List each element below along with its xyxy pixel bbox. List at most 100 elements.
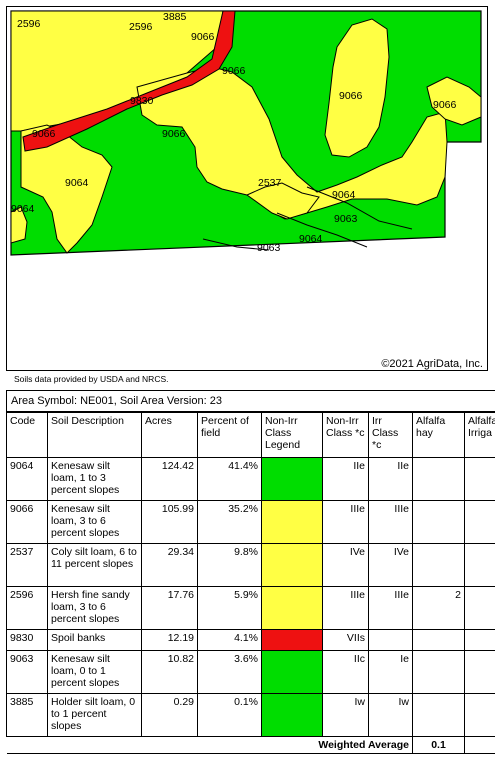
cell-legend (261, 500, 323, 544)
soil-unit-9066-middle (136, 66, 448, 220)
cell-code: 9830 (6, 629, 48, 651)
legend-swatch (262, 501, 322, 543)
weighted-average-empty (464, 736, 495, 754)
soil-unit-9064-west-yellow (10, 206, 28, 244)
cell-alfalfa-hay: 2 (412, 586, 465, 630)
map-label: 9066 (339, 90, 363, 102)
soil-unit-9066-east (426, 76, 482, 126)
legend-swatch (262, 458, 322, 500)
legend-swatch (262, 587, 322, 629)
cell-alfalfa-hay (412, 543, 465, 587)
cell-nonirr-class: IIIe (322, 586, 369, 630)
map-label: 9066 (222, 65, 246, 77)
legend-swatch (262, 544, 322, 586)
cell-alfalfa-hay (412, 650, 465, 694)
cell-soil-description: Spoil banks (47, 629, 142, 651)
soil-unit-2537 (246, 182, 320, 220)
weighted-average-value: 0.1 (412, 736, 465, 754)
soil-map: 2596 2596 3885 9066 9066 9830 9066 9066 … (6, 6, 488, 371)
cell-soil-description: Holder silt loam, 0 to 1 percent slopes (47, 693, 142, 737)
table-row: 9066 Kenesaw silt loam, 3 to 6 percent sl… (6, 500, 495, 544)
cell-acres: 12.19 (141, 629, 198, 651)
cell-alfalfa-hay (412, 693, 465, 737)
cell-nonirr-class: IIIe (322, 500, 369, 544)
map-label: 9064 (332, 189, 356, 201)
cell-irr-class: IVe (368, 543, 413, 587)
col-code: Code (6, 412, 48, 458)
cell-nonirr-class: IIc (322, 650, 369, 694)
col-nonirr-class: Non-Irr Class *c (322, 412, 369, 458)
area-symbol: Area Symbol: NE001, Soil Area Version: 2… (6, 390, 495, 412)
cell-acres: 124.42 (141, 457, 198, 501)
cell-alfalfa-hay (412, 629, 465, 651)
map-label: 9066 (32, 128, 56, 140)
cell-alfalfa-irrigated (464, 500, 495, 544)
soil-line-9063-south (202, 238, 270, 251)
cell-irr-class: IIIe (368, 500, 413, 544)
map-copyright: ©2021 AgriData, Inc. (381, 358, 483, 370)
cell-acres: 0.29 (141, 693, 198, 737)
cell-percent: 9.8% (197, 543, 262, 587)
cell-nonirr-class: IIe (322, 457, 369, 501)
cell-percent: 3.6% (197, 650, 262, 694)
cell-alfalfa-irrigated (464, 586, 495, 630)
soil-unit-9066-east-island (324, 18, 390, 158)
col-soil-description: Soil Description (47, 412, 142, 458)
col-irr-class: Irr Class *c (368, 412, 413, 458)
map-label: 9064 (11, 203, 35, 215)
legend-swatch (262, 630, 322, 650)
cell-percent: 0.1% (197, 693, 262, 737)
cell-irr-class: IIIe (368, 586, 413, 630)
cell-nonirr-class: IVe (322, 543, 369, 587)
soil-map-canvas: 2596 2596 3885 9066 9066 9830 9066 9066 … (10, 10, 482, 256)
source-note: Soils data provided by USDA and NRCS. (14, 374, 169, 384)
soil-unit-9830 (22, 10, 236, 152)
map-label: 9066 (162, 128, 186, 140)
cell-soil-description: Kenesaw silt loam, 3 to 6 percent slopes (47, 500, 142, 544)
cell-soil-description: Kenesaw silt loam, 0 to 1 percent slopes (47, 650, 142, 694)
cell-code: 9063 (6, 650, 48, 694)
legend-swatch (262, 651, 322, 693)
soil-table: Code Soil Description Acres Percent of f… (6, 412, 495, 754)
table-row: 9063 Kenesaw silt loam, 0 to 1 percent sl… (6, 650, 495, 694)
map-label: 9063 (334, 213, 358, 225)
map-label: 9064 (65, 177, 89, 189)
cell-acres: 29.34 (141, 543, 198, 587)
cell-legend (261, 586, 323, 630)
cell-legend (261, 457, 323, 501)
weighted-average-row: Weighted Average 0.1 (6, 736, 495, 754)
cell-legend (261, 650, 323, 694)
weighted-average-label: Weighted Average (6, 736, 413, 754)
map-label: 2537 (258, 177, 282, 189)
cell-nonirr-class: VIIs (322, 629, 369, 651)
table-row: 9830 Spoil banks 12.19 4.1% VIIs (6, 629, 495, 651)
cell-alfalfa-irrigated (464, 457, 495, 501)
cell-alfalfa-irrigated (464, 543, 495, 587)
cell-code: 9066 (6, 500, 48, 544)
map-label: 9064 (299, 233, 323, 245)
cell-code: 2596 (6, 586, 48, 630)
map-label: 9066 (433, 99, 457, 111)
cell-code: 3885 (6, 693, 48, 737)
cell-alfalfa-hay (412, 500, 465, 544)
cell-soil-description: Hersh fine sandy loam, 3 to 6 percent sl… (47, 586, 142, 630)
cell-percent: 35.2% (197, 500, 262, 544)
cell-acres: 17.76 (141, 586, 198, 630)
cell-alfalfa-irrigated (464, 693, 495, 737)
cell-soil-description: Kenesaw silt loam, 1 to 3 percent slopes (47, 457, 142, 501)
legend-swatch (262, 694, 322, 736)
table-row: 3885 Holder silt loam, 0 to 1 percent slo… (6, 693, 495, 737)
cell-alfalfa-hay (412, 457, 465, 501)
cell-code: 9064 (6, 457, 48, 501)
cell-percent: 5.9% (197, 586, 262, 630)
table-row: 2596 Hersh fine sandy loam, 3 to 6 percen… (6, 586, 495, 630)
col-acres: Acres (141, 412, 198, 458)
cell-code: 2537 (6, 543, 48, 587)
cell-legend (261, 543, 323, 587)
cell-irr-class: Ie (368, 650, 413, 694)
soil-line-9064 (276, 212, 368, 248)
cell-soil-description: Coly silt loam, 6 to 11 percent slopes (47, 543, 142, 587)
col-alfalfa-irrigated: Alfalfa Irriga (464, 412, 495, 458)
map-label: 9063 (257, 242, 281, 254)
cell-irr-class: IIe (368, 457, 413, 501)
